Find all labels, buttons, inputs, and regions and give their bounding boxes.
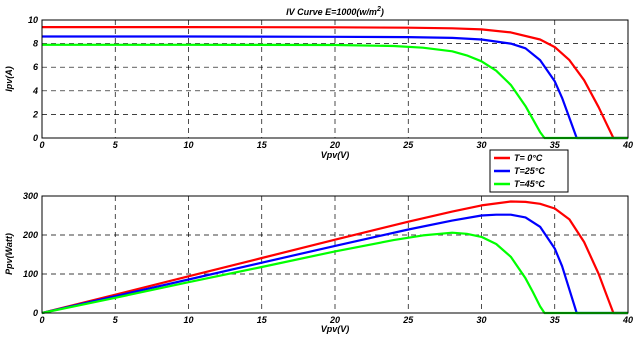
pv-x-tick-label: 10	[183, 315, 193, 325]
legend-label-0c: T= 0°C	[514, 153, 543, 163]
pv-x-tick-label: 20	[329, 315, 340, 325]
iv-x-tick-label: 15	[257, 140, 268, 150]
pv-y-tick-label: 0	[33, 308, 38, 318]
iv-x-tick-label: 20	[329, 140, 340, 150]
legend: T= 0°C T=25°C T=45°C	[489, 149, 569, 193]
iv-curve-panel: 0 5 10 15 20 25 30 35 40 0 2 4 6 8 10 IV Curve E=1000(…	[4, 6, 633, 160]
iv-x-tick-label: 25	[402, 140, 414, 150]
iv-y-tick-label: 2	[32, 109, 38, 119]
pv-x-tick-label: 0	[39, 315, 44, 325]
pv-y-tick-label: 100	[23, 269, 38, 279]
iv-series-line-0c	[42, 26, 628, 140]
pv-curve-panel: 0 5 10 15 20 25 30 35 40 0 100 200 300 Vpv(V) Ppv(Wa…	[4, 191, 633, 334]
iv-x-axis-label: Vpv(V)	[321, 150, 350, 160]
pv-series-line-45c	[41, 231, 628, 315]
pv-y-tick-label: 300	[23, 191, 38, 201]
pv-y-tick-label: 200	[22, 230, 38, 240]
iv-series-line-45c	[42, 43, 628, 140]
iv-y-tick-label: 8	[33, 39, 38, 49]
pv-series-line-0c	[41, 200, 628, 315]
pv-plot-frame	[41, 195, 629, 314]
legend-label-25c: T=25°C	[514, 166, 545, 176]
iv-y-axis-label: Ipv(A)	[4, 66, 14, 92]
pv-x-tick-label: 30	[476, 315, 486, 325]
iv-x-tick-label: 30	[476, 140, 486, 150]
iv-y-tick-label: 4	[32, 86, 38, 96]
pv-series-line-25c	[41, 213, 628, 315]
iv-y-tick-label: 10	[28, 15, 38, 25]
pv-x-tick-label: 15	[257, 315, 268, 325]
iv-x-tick-label: 35	[550, 140, 561, 150]
iv-series-line-25c	[42, 35, 628, 140]
iv-x-tick-label: 5	[113, 140, 119, 150]
iv-x-tick-label: 0	[39, 140, 44, 150]
pv-x-tick-label: 35	[550, 315, 561, 325]
iv-y-tick-label: 0	[33, 133, 38, 143]
pv-x-tick-label: 25	[402, 315, 414, 325]
pv-y-axis-label: Ppv(Watt)	[4, 233, 14, 275]
pv-x-axis-label: Vpv(V)	[321, 324, 350, 334]
pv-x-tick-label: 5	[113, 315, 119, 325]
legend-label-45c: T=45°C	[514, 179, 545, 189]
iv-plot-frame	[41, 19, 629, 139]
pv-series-lines	[41, 200, 628, 315]
iv-x-tick-label: 40	[622, 140, 633, 150]
iv-chart-title: IV Curve E=1000(w/m2)	[286, 6, 384, 17]
pv-tick-labels: 0 5 10 15 20 25 30 35 40 0 100 200 300	[22, 191, 633, 325]
iv-series-lines	[42, 26, 628, 140]
iv-y-tick-label: 6	[33, 62, 39, 72]
iv-x-tick-label: 10	[183, 140, 193, 150]
pv-x-tick-label: 40	[622, 315, 633, 325]
iv-tick-labels: 0 5 10 15 20 25 30 35 40 0 2 4 6 8 10	[28, 15, 633, 150]
